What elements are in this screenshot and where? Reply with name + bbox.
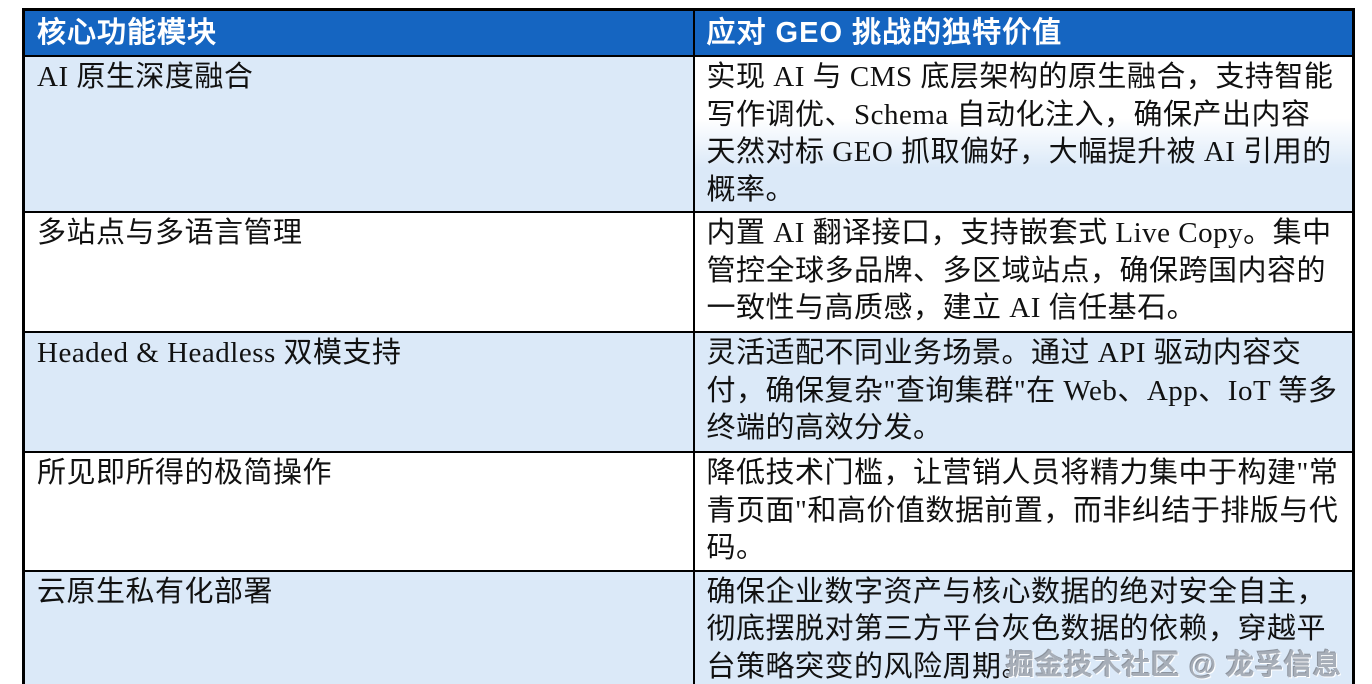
features-table: 核心功能模块 应对 GEO 挑战的独特价值 AI 原生深度融合 实现 AI 与 … (22, 8, 1355, 684)
header-cell-module: 核心功能模块 (22, 8, 695, 57)
module-cell: Headed & Headless 双模支持 (22, 331, 695, 453)
header-cell-value: 应对 GEO 挑战的独特价值 (692, 8, 1355, 57)
table-header-row: 核心功能模块 应对 GEO 挑战的独特价值 (22, 8, 1355, 57)
table-row: 所见即所得的极简操作 降低技术门槛，让营销人员将精力集中于构建"常青页面"和高价… (22, 451, 1355, 572)
module-cell: 所见即所得的极简操作 (22, 451, 695, 572)
module-cell: AI 原生深度融合 (22, 55, 695, 213)
table-row: Headed & Headless 双模支持 灵活适配不同业务场景。通过 API… (22, 331, 1355, 453)
table-row: AI 原生深度融合 实现 AI 与 CMS 底层架构的原生融合，支持智能写作调优… (22, 55, 1355, 213)
module-cell: 多站点与多语言管理 (22, 211, 695, 333)
value-cell: 灵活适配不同业务场景。通过 API 驱动内容交付，确保复杂"查询集群"在 Web… (692, 331, 1355, 453)
value-cell: 实现 AI 与 CMS 底层架构的原生融合，支持智能写作调优、Schema 自动… (692, 55, 1355, 213)
table-row: 多站点与多语言管理 内置 AI 翻译接口，支持嵌套式 Live Copy。集中管… (22, 211, 1355, 333)
value-cell: 降低技术门槛，让营销人员将精力集中于构建"常青页面"和高价值数据前置，而非纠结于… (692, 451, 1355, 572)
features-table-wrapper: 核心功能模块 应对 GEO 挑战的独特价值 AI 原生深度融合 实现 AI 与 … (22, 8, 1355, 684)
module-cell: 云原生私有化部署 (22, 569, 695, 684)
table-row: 云原生私有化部署 确保企业数字资产与核心数据的绝对安全自主，彻底摆脱对第三方平台… (22, 569, 1355, 684)
value-cell: 内置 AI 翻译接口，支持嵌套式 Live Copy。集中管控全球多品牌、多区域… (692, 211, 1355, 333)
value-cell: 确保企业数字资产与核心数据的绝对安全自主，彻底摆脱对第三方平台灰色数据的依赖，穿… (692, 569, 1355, 684)
